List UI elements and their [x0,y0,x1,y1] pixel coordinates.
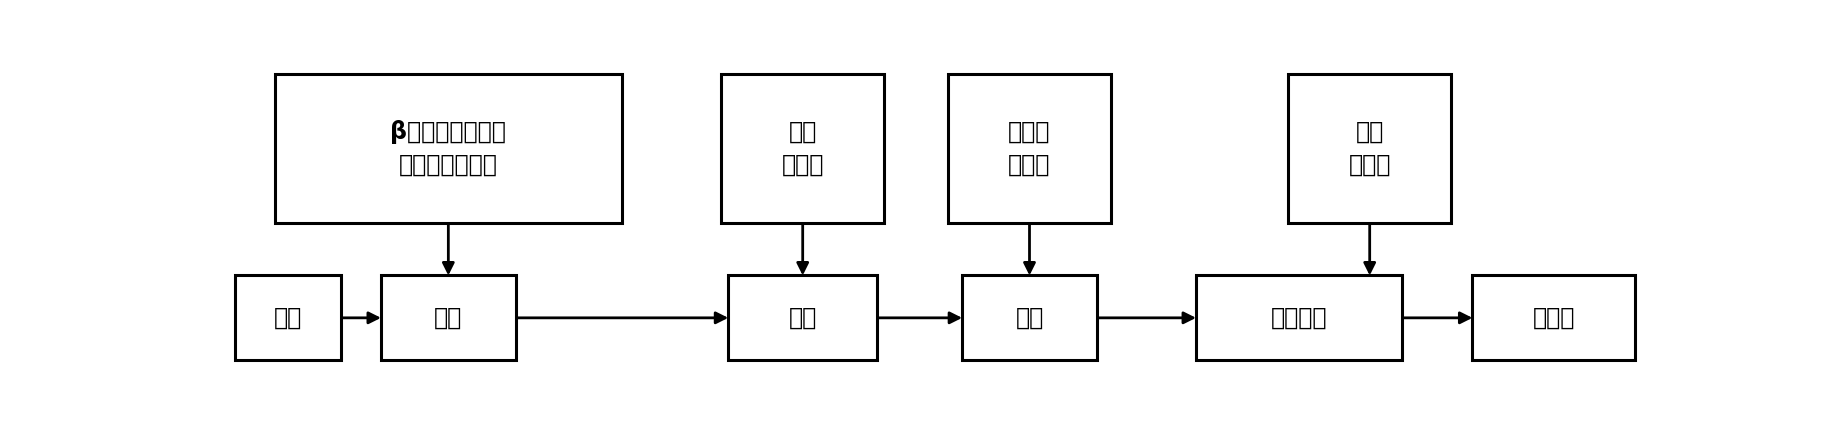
Text: 酶解: 酶解 [433,306,463,330]
Bar [1288,74,1450,223]
Text: β－葡萄糖苷酸酶
－芳基硫酸酯酶: β－葡萄糖苷酸酶 －芳基硫酸酯酶 [390,120,507,177]
Text: 甲醇
或乙腥: 甲醇 或乙腥 [781,120,823,177]
Bar [721,74,883,223]
Bar [1472,275,1635,360]
Bar [962,275,1097,360]
Bar [1196,275,1401,360]
Bar [728,275,878,360]
Bar [947,74,1110,223]
Text: 样品: 样品 [274,306,302,330]
Text: 固相
萸取柱: 固相 萸取柱 [1348,120,1390,177]
Bar [234,275,342,360]
Text: 测试样: 测试样 [1533,306,1575,330]
Text: 提取: 提取 [788,306,818,330]
Text: 净化富集: 净化富集 [1271,306,1328,330]
Bar [274,74,622,223]
Text: 去脂: 去脂 [1015,306,1044,330]
Text: 正己烷
或冷冻: 正己烷 或冷冻 [1008,120,1050,177]
Bar [380,275,516,360]
